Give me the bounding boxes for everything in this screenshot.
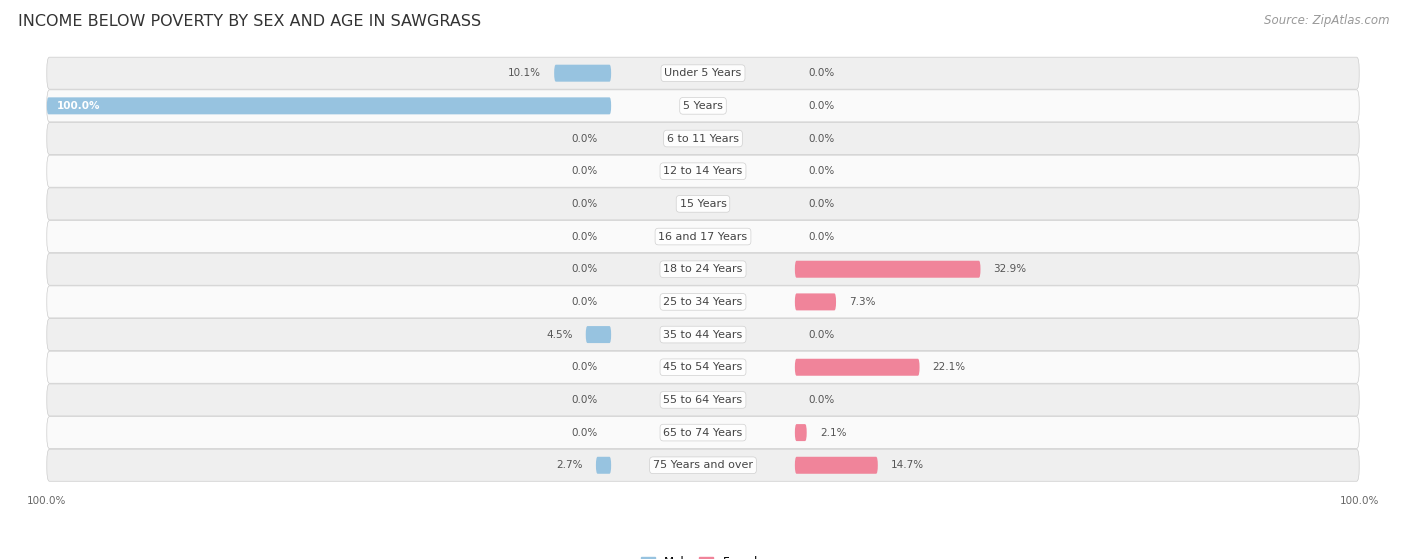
Text: Under 5 Years: Under 5 Years xyxy=(665,68,741,78)
FancyBboxPatch shape xyxy=(794,293,837,310)
Text: 100.0%: 100.0% xyxy=(56,101,100,111)
FancyBboxPatch shape xyxy=(794,424,807,441)
Text: 12 to 14 Years: 12 to 14 Years xyxy=(664,166,742,176)
Text: 22.1%: 22.1% xyxy=(932,362,966,372)
FancyBboxPatch shape xyxy=(596,457,612,474)
Text: 0.0%: 0.0% xyxy=(808,134,834,144)
Text: 5 Years: 5 Years xyxy=(683,101,723,111)
Text: 2.1%: 2.1% xyxy=(820,428,846,438)
Text: 6 to 11 Years: 6 to 11 Years xyxy=(666,134,740,144)
Text: 0.0%: 0.0% xyxy=(808,199,834,209)
Text: 7.3%: 7.3% xyxy=(849,297,876,307)
Text: 25 to 34 Years: 25 to 34 Years xyxy=(664,297,742,307)
Text: 0.0%: 0.0% xyxy=(808,231,834,241)
FancyBboxPatch shape xyxy=(46,253,1360,285)
Text: 0.0%: 0.0% xyxy=(572,428,598,438)
Text: 0.0%: 0.0% xyxy=(808,330,834,339)
Text: 0.0%: 0.0% xyxy=(572,362,598,372)
FancyBboxPatch shape xyxy=(46,90,1360,122)
FancyBboxPatch shape xyxy=(46,351,1360,383)
FancyBboxPatch shape xyxy=(46,416,1360,449)
Text: 0.0%: 0.0% xyxy=(572,166,598,176)
Text: 16 and 17 Years: 16 and 17 Years xyxy=(658,231,748,241)
FancyBboxPatch shape xyxy=(46,188,1360,220)
Legend: Male, Female: Male, Female xyxy=(641,556,765,559)
Text: 15 Years: 15 Years xyxy=(679,199,727,209)
FancyBboxPatch shape xyxy=(46,155,1360,187)
FancyBboxPatch shape xyxy=(46,449,1360,481)
Text: 75 Years and over: 75 Years and over xyxy=(652,460,754,470)
FancyBboxPatch shape xyxy=(794,260,980,278)
Text: 14.7%: 14.7% xyxy=(891,460,924,470)
FancyBboxPatch shape xyxy=(46,57,1360,89)
Text: 0.0%: 0.0% xyxy=(572,264,598,274)
FancyBboxPatch shape xyxy=(554,65,612,82)
FancyBboxPatch shape xyxy=(794,457,877,474)
FancyBboxPatch shape xyxy=(46,384,1360,416)
Text: 10.1%: 10.1% xyxy=(508,68,541,78)
Text: 18 to 24 Years: 18 to 24 Years xyxy=(664,264,742,274)
Text: 2.7%: 2.7% xyxy=(557,460,582,470)
Text: 4.5%: 4.5% xyxy=(546,330,572,339)
Text: 0.0%: 0.0% xyxy=(572,199,598,209)
FancyBboxPatch shape xyxy=(46,319,1360,350)
Text: 100.0%: 100.0% xyxy=(27,496,66,506)
FancyBboxPatch shape xyxy=(794,359,920,376)
Text: 100.0%: 100.0% xyxy=(1340,496,1379,506)
FancyBboxPatch shape xyxy=(46,221,1360,253)
FancyBboxPatch shape xyxy=(46,122,1360,154)
Text: 65 to 74 Years: 65 to 74 Years xyxy=(664,428,742,438)
Text: INCOME BELOW POVERTY BY SEX AND AGE IN SAWGRASS: INCOME BELOW POVERTY BY SEX AND AGE IN S… xyxy=(18,14,481,29)
Text: 0.0%: 0.0% xyxy=(572,297,598,307)
FancyBboxPatch shape xyxy=(46,97,612,115)
Text: 0.0%: 0.0% xyxy=(572,231,598,241)
Text: 0.0%: 0.0% xyxy=(808,101,834,111)
Text: 0.0%: 0.0% xyxy=(572,395,598,405)
Text: 45 to 54 Years: 45 to 54 Years xyxy=(664,362,742,372)
Text: 0.0%: 0.0% xyxy=(808,166,834,176)
Text: 32.9%: 32.9% xyxy=(994,264,1026,274)
Text: 55 to 64 Years: 55 to 64 Years xyxy=(664,395,742,405)
Text: Source: ZipAtlas.com: Source: ZipAtlas.com xyxy=(1264,14,1389,27)
FancyBboxPatch shape xyxy=(586,326,612,343)
Text: 0.0%: 0.0% xyxy=(808,68,834,78)
Text: 0.0%: 0.0% xyxy=(808,395,834,405)
Text: 0.0%: 0.0% xyxy=(572,134,598,144)
FancyBboxPatch shape xyxy=(46,286,1360,318)
Text: 35 to 44 Years: 35 to 44 Years xyxy=(664,330,742,339)
